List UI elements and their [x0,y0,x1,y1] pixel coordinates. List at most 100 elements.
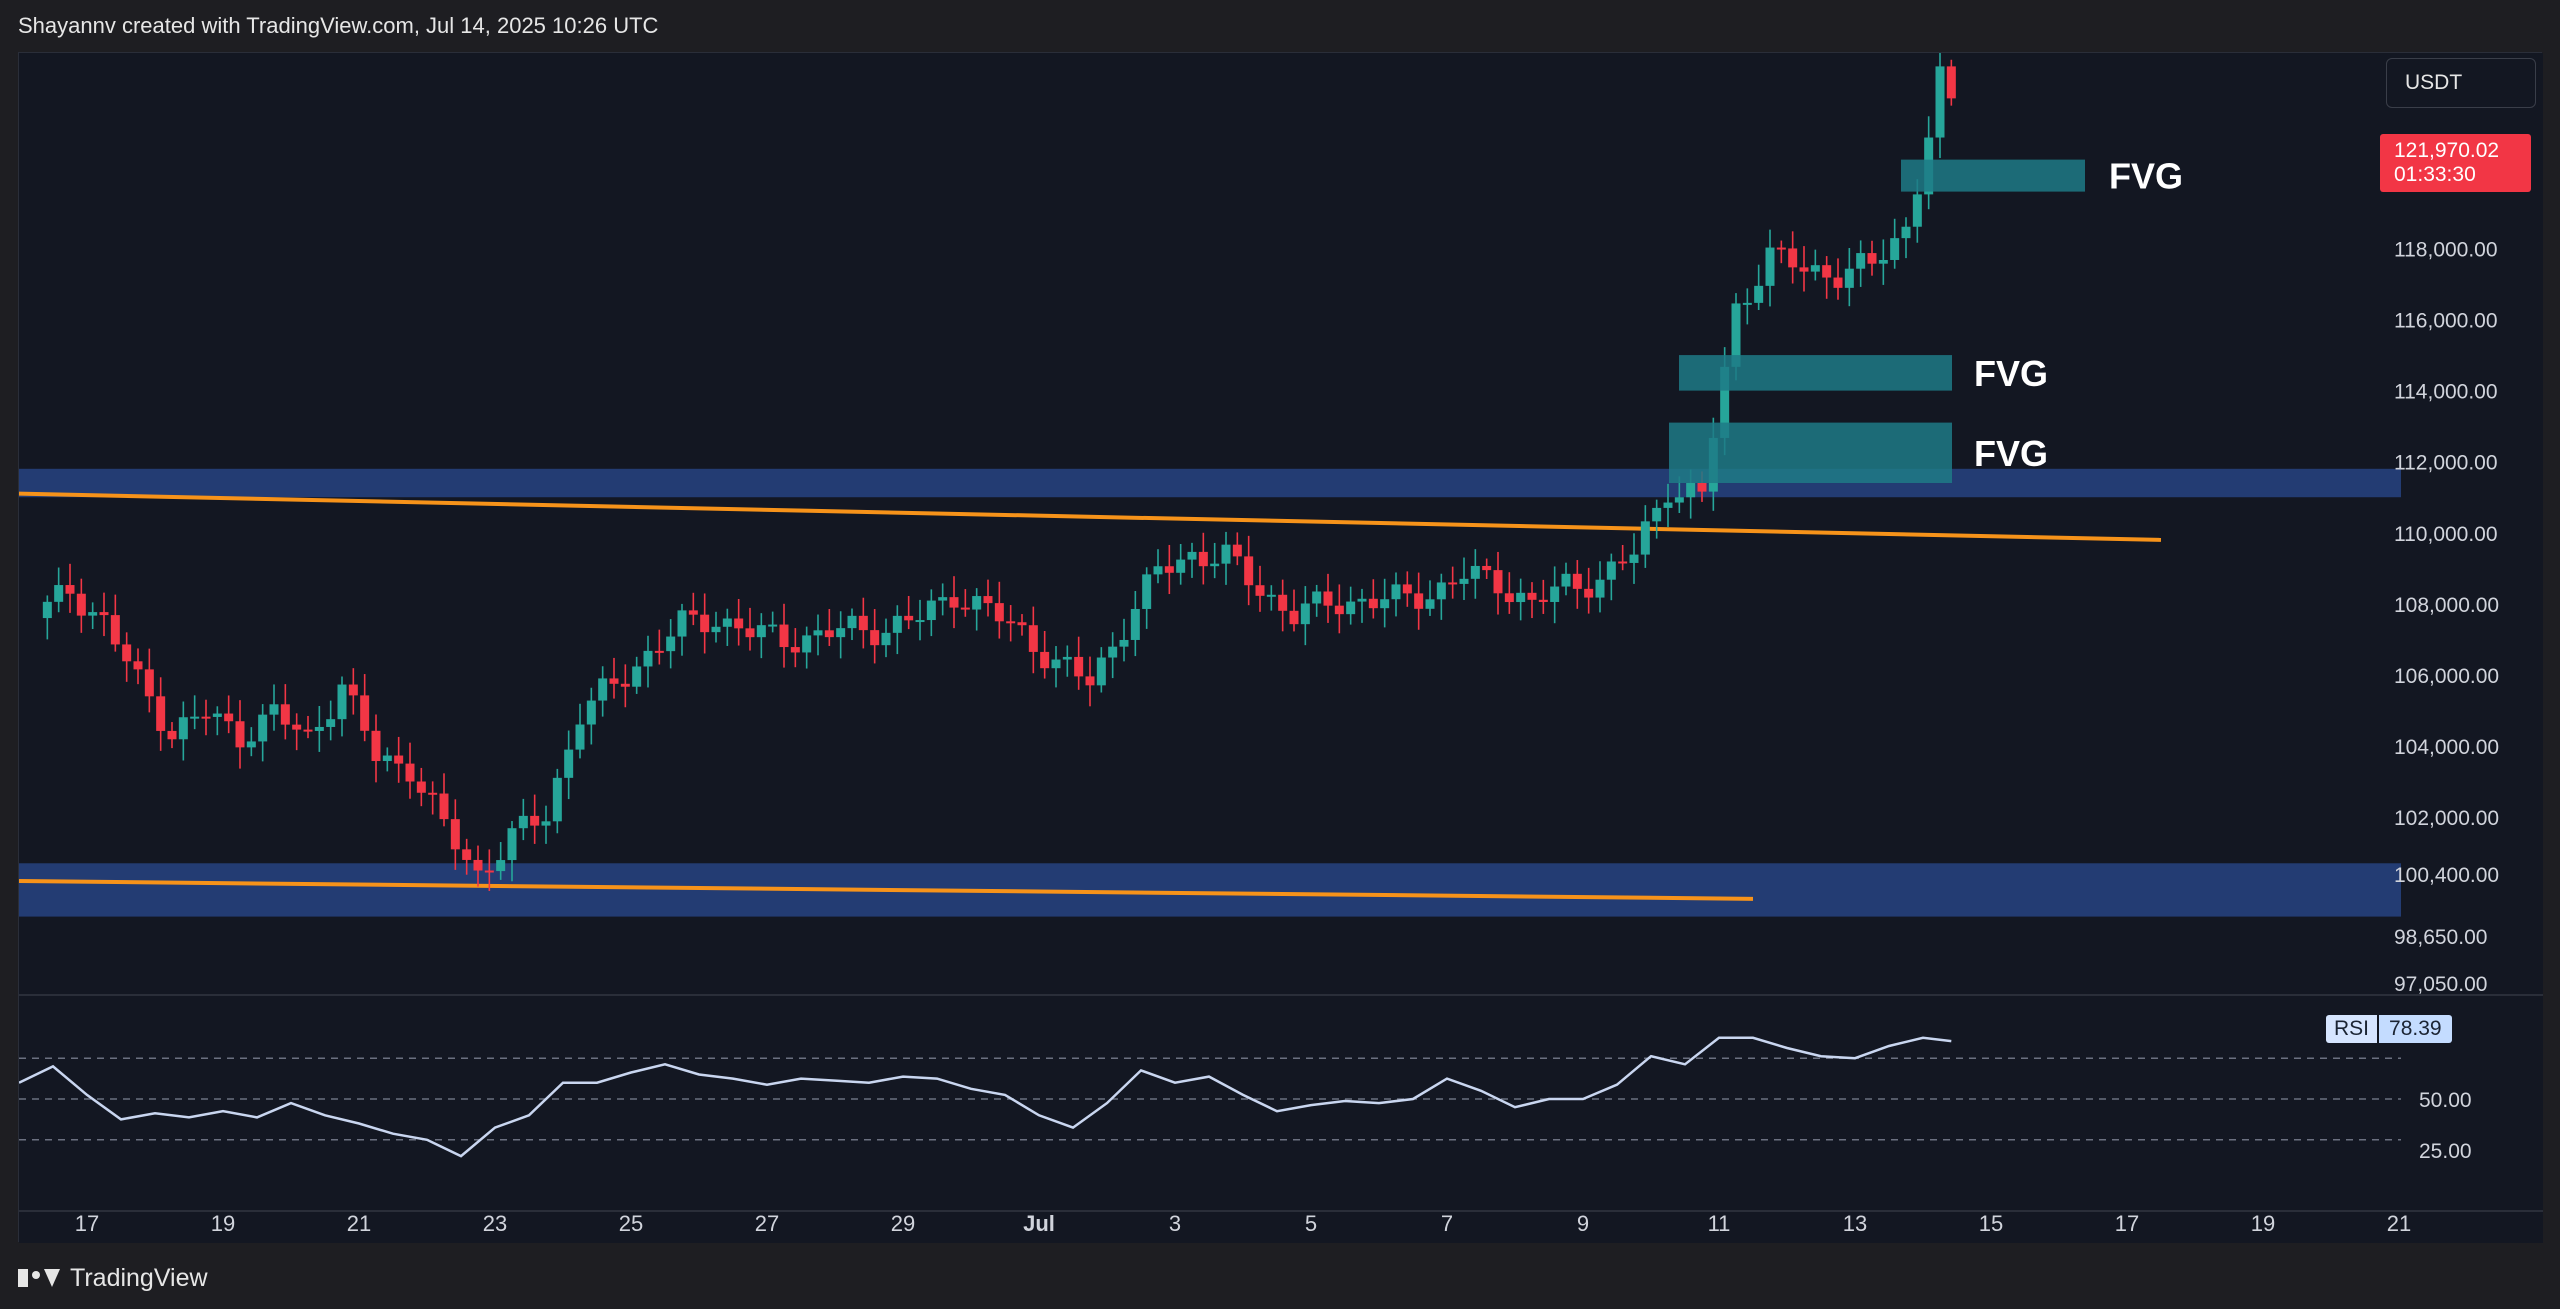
trendlines[interactable] [19,491,2162,901]
candle-body [1402,584,1412,594]
candle-body [745,628,755,638]
fvg-label-1: FVG [2109,156,2183,197]
candle-body [1550,586,1560,602]
candle-body [337,684,347,720]
candle-body [439,793,449,820]
candle-body [303,729,313,732]
candle-body [802,635,812,653]
candle-body [326,719,336,727]
candle-body [1810,265,1820,272]
fvg-zones[interactable]: FVG FVG FVG [1669,156,2183,484]
candle-body [1425,599,1435,609]
candle-body [1130,608,1140,640]
candle-body [564,749,574,778]
candle-body [824,630,834,638]
candle-body [394,755,404,764]
candle-body [552,777,562,822]
candle-body [1878,259,1888,264]
trendline-2 [19,879,1754,901]
time-tick-label: 21 [347,1211,371,1236]
time-axis[interactable]: 17 19 21 23 25 27 29 Jul 3 5 7 9 11 13 15 17 19 21 [75,1211,2411,1236]
candle-body [518,815,528,829]
candle-body [1187,551,1197,560]
candle-body [212,713,222,717]
candle-body [1221,544,1231,564]
candle-body [609,678,619,684]
footer-brand[interactable]: TradingView [18,1258,208,1298]
candle-body [960,607,970,610]
candle-body [1312,591,1322,604]
candle-body [541,821,551,826]
candle-body [1754,285,1764,303]
candle-body [790,647,800,653]
candle-body [201,716,211,719]
rsi-label: RSI [2326,1015,2378,1043]
candle-body [1527,592,1537,600]
candle-body [1901,226,1911,239]
candle-body [484,870,494,873]
time-tick-label: 19 [2251,1211,2275,1236]
candle-body [1844,268,1854,288]
candle-body [133,661,143,670]
candle-body [1459,578,1469,584]
candle-body [1176,559,1186,573]
candle-body [122,644,132,662]
rsi-tick-label: 25.00 [2419,1140,2472,1163]
candle-body [450,819,460,850]
candle-body [1561,573,1571,587]
candle-body [1618,561,1628,564]
candle-body [1663,502,1673,508]
candle-body [858,615,868,631]
time-tick-label: 21 [2387,1211,2411,1236]
time-tick-label: 19 [211,1211,235,1236]
candle-body [1074,656,1084,677]
candle-body [258,714,268,742]
time-tick-label: 9 [1577,1211,1589,1236]
candle-body [620,683,630,687]
candle-body [1334,605,1344,615]
candle-body [677,610,687,637]
time-tick-label: 15 [1979,1211,2003,1236]
candle-body [1572,573,1582,589]
price-tick-label: 110,000.00 [2394,523,2498,546]
candle-body [1946,66,1956,99]
fvg-label-2: FVG [1974,353,2048,394]
zones [19,468,2401,917]
candle-body [1674,497,1684,503]
candle-body [1357,598,1367,602]
candle-body [178,717,188,740]
candle-body [1538,599,1548,602]
candle-body [1368,598,1378,609]
fvg-label-3: FVG [1974,433,2048,474]
candle-body [348,684,358,696]
candle-body [1652,507,1662,522]
price-tick-label: 116,000.00 [2394,310,2498,333]
candle-body [972,596,982,610]
candle-body [847,615,857,629]
candle-body [1640,521,1650,555]
candle-body [54,585,64,602]
rsi-value: 78.39 [2379,1015,2452,1043]
currency-selector[interactable]: USDT [2386,58,2536,108]
time-tick-label: 23 [483,1211,507,1236]
candle-body [1606,561,1616,580]
rsi-value-tag: RSI 78.39 [2326,1015,2452,1043]
plot-background [19,53,2543,1243]
candle-body [938,597,948,601]
time-tick-label: 17 [2115,1211,2139,1236]
candle-body [280,704,290,725]
price-tick-label: 98,650.00 [2394,926,2487,949]
candle-body [1380,599,1390,609]
candle-body [314,726,324,731]
candle-body [1040,651,1050,669]
candle-body [1028,625,1038,652]
candle-body [65,585,75,594]
price-tick-label: 114,000.00 [2394,381,2498,404]
candle-body [1742,302,1752,305]
candle-body [1629,554,1639,563]
candle-body [700,614,710,633]
chart-attribution: Shayannv created with TradingView.com, J… [0,0,2560,52]
price-tick-label: 102,000.00 [2394,807,2499,830]
candle-body [1153,566,1163,575]
